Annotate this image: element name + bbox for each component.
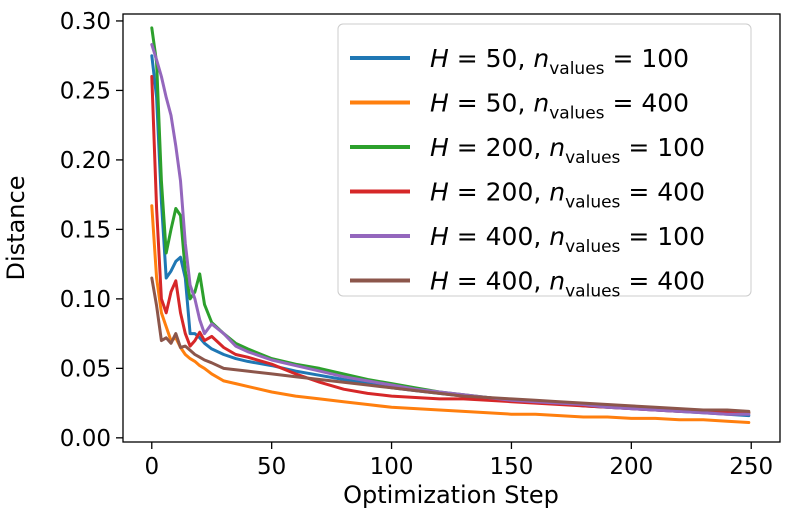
legend-label-4: H = 200, nvalues = 400: [430, 178, 705, 213]
y-tick-label: 0.20: [60, 148, 111, 174]
legend-entries: H = 50, nvalues = 100 H = 50, nvalues = 4…: [350, 44, 705, 302]
y-tick-label: 0.30: [60, 9, 111, 35]
x-axis: 0 50 100 150 200 250: [144, 442, 773, 480]
series-line-5: [150, 43, 751, 416]
plot-area: 0 50 100 150 200 250 0.00 0.05 0.10 0.15 0.20 0.25…: [60, 9, 781, 480]
legend-label-6: H = 400, nvalues = 400: [430, 267, 705, 302]
y-tick-label: 0.00: [60, 426, 111, 452]
x-tick-label: 0: [144, 454, 159, 480]
y-axis: 0.00 0.05 0.10 0.15 0.20 0.25 0.30: [60, 9, 123, 452]
series-line-6: [150, 276, 751, 413]
legend-label-3: H = 200, nvalues = 100: [430, 133, 705, 168]
legend: H = 50, nvalues = 100 H = 50, nvalues = 4…: [337, 23, 752, 302]
x-axis-label: Optimization Step: [343, 481, 559, 509]
legend-label-2: H = 50, nvalues = 400: [430, 89, 689, 124]
y-tick-label: 0.10: [60, 287, 111, 313]
series-layer: [150, 26, 751, 424]
y-tick-label: 0.05: [60, 356, 111, 382]
plot-frame: [122, 13, 781, 443]
x-tick-label: 200: [609, 454, 653, 480]
legend-frame: [337, 23, 752, 297]
y-tick-label: 0.15: [60, 217, 111, 243]
legend-label-1: H = 50, nvalues = 100: [430, 44, 689, 79]
x-tick-label: 150: [489, 454, 533, 480]
y-tick-label: 0.25: [60, 78, 111, 104]
x-tick-label: 250: [729, 454, 773, 480]
x-tick-label: 50: [257, 454, 286, 480]
x-tick-label: 100: [370, 454, 414, 480]
y-axis-label: Distance: [2, 176, 30, 281]
legend-label-5: H = 400, nvalues = 100: [430, 222, 705, 257]
